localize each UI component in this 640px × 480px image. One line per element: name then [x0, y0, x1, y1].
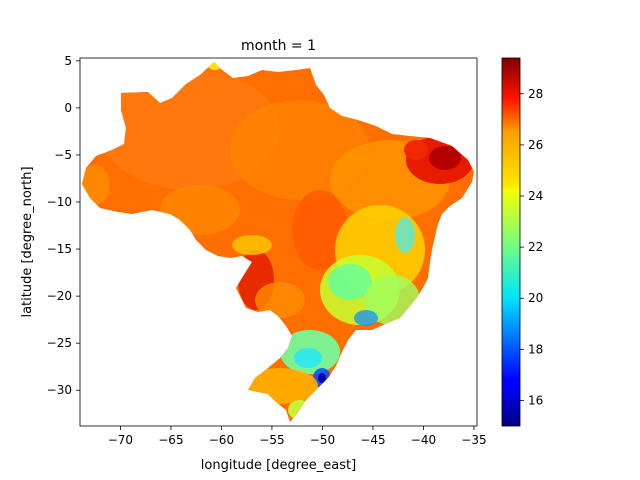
temperature-heatmap — [82, 62, 474, 422]
plot-title: month = 1 — [241, 38, 316, 54]
x-tick-label: −40 — [411, 433, 436, 447]
x-tick-label: −60 — [209, 433, 234, 447]
x-tick-label: −70 — [108, 433, 133, 447]
x-axis: −70 −65 −60 −55 −50 −45 −40 −35 — [108, 426, 487, 447]
x-tick-label: −45 — [360, 433, 385, 447]
plot-area — [79, 57, 478, 427]
colorbar-tick-label: 20 — [528, 291, 543, 305]
colorbar-tick-label: 22 — [528, 240, 543, 254]
y-axis: 5 0 −5 −10 −15 −20 −25 −30 — [47, 54, 80, 397]
colorbar-tick-label: 28 — [528, 87, 543, 101]
colorbar-tick-label: 24 — [528, 189, 543, 203]
y-tick-label: −15 — [47, 242, 72, 256]
x-tick-label: −50 — [310, 433, 335, 447]
y-tick-label: −30 — [47, 383, 72, 397]
y-tick-label: 0 — [64, 101, 72, 115]
colorbar-tick-label: 16 — [528, 393, 543, 407]
y-tick-label: −20 — [47, 289, 72, 303]
y-axis-label: latitude [degree_north] — [20, 166, 35, 317]
colorbar-axis: 16 18 20 22 24 26 28 — [520, 87, 543, 407]
colorbar — [501, 57, 521, 427]
colorbar-tick-label: 26 — [528, 138, 543, 152]
x-axis-label: longitude [degree_east] — [201, 458, 356, 473]
x-tick-label: −65 — [158, 433, 183, 447]
x-tick-label: −55 — [259, 433, 284, 447]
colorbar-tick-label: 18 — [528, 342, 543, 356]
x-tick-label: −35 — [461, 433, 486, 447]
y-tick-label: −5 — [54, 148, 72, 162]
y-tick-label: 5 — [64, 54, 72, 68]
y-tick-label: −10 — [47, 195, 72, 209]
y-tick-label: −25 — [47, 336, 72, 350]
